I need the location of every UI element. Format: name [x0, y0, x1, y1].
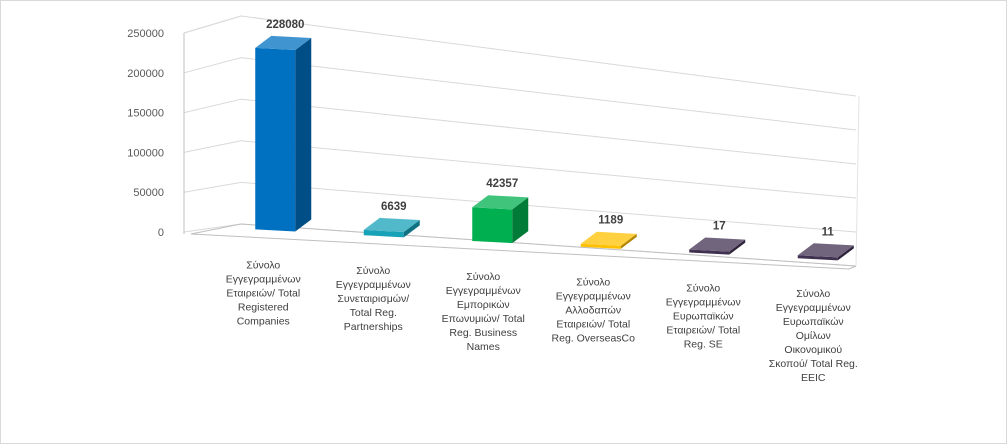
bar-side [837, 245, 854, 261]
gridline [183, 98, 857, 165]
gridline [183, 57, 857, 131]
bar-front [363, 229, 404, 238]
category-label: Σύνολο Εγγεγραμμένων Συνεταιρισμών/Total R… [336, 265, 411, 333]
category-label: Σύνολο Εγγεγραμμένων Εμπορικών Επωνυμιών/ T… [442, 271, 525, 353]
category-label: Σύνολο Εγγεγραμμένων Ευρωπαϊκών Ομίλων Οικον… [769, 288, 858, 384]
gridline [183, 140, 857, 199]
bars [255, 35, 854, 261]
bar-top [797, 243, 854, 258]
data-label: 228080 [266, 19, 304, 31]
data-label: 6639 [381, 201, 407, 213]
bar-top [472, 195, 529, 210]
y-tick-label: 250000 [127, 28, 164, 40]
bar [580, 231, 637, 249]
category-label: Σύνολο Εγγεγραμμένων Αλλοδαπών Εταιρειών/ T… [552, 277, 636, 345]
bar-front [580, 243, 621, 249]
bar-top [363, 217, 420, 233]
bar-top [689, 237, 746, 252]
y-axis-ticks: 0 50000 100000 150000 200000 250000 [127, 28, 164, 239]
data-label: 1189 [598, 215, 623, 227]
bar-front [797, 255, 838, 261]
y-tick-label: 50000 [133, 187, 164, 199]
category-label: Σύνολο Εγγεγραμμένων Ευρωπαϊκών Εταιρειών/ … [666, 282, 741, 350]
data-labels: 228080 6639 42357 1189 17 11 [266, 19, 834, 238]
bar-front [255, 47, 296, 232]
wall-edge [855, 95, 860, 267]
axis-walls [183, 15, 860, 270]
bar-front [689, 249, 730, 255]
bar-top [255, 35, 312, 50]
bar-top [580, 231, 637, 246]
data-label: 17 [713, 221, 726, 233]
bar [363, 217, 420, 238]
bar-side [512, 197, 529, 244]
data-label: 42357 [486, 178, 518, 190]
bar-side [295, 37, 312, 232]
y-tick-label: 100000 [127, 147, 164, 159]
y-tick-label: 150000 [127, 108, 164, 120]
bar [689, 237, 746, 255]
bar-side [729, 239, 746, 255]
y-tick-label: 0 [158, 227, 164, 239]
gridline [183, 181, 857, 233]
wall-edge [183, 15, 242, 34]
bar [255, 35, 312, 232]
y-tick-label: 200000 [127, 68, 164, 80]
bar-front [472, 207, 513, 244]
data-label: 11 [822, 226, 835, 238]
bar-side [403, 220, 420, 238]
category-label: Σύνολο Εγγεγραμμένων Εταιρειών/ Total Regis… [226, 259, 301, 327]
bar [472, 195, 529, 244]
bar [797, 243, 854, 261]
bar-side [620, 233, 637, 249]
category-labels: Σύνολο Εγγεγραμμένων Εταιρειών/ Total Regis… [226, 259, 858, 384]
